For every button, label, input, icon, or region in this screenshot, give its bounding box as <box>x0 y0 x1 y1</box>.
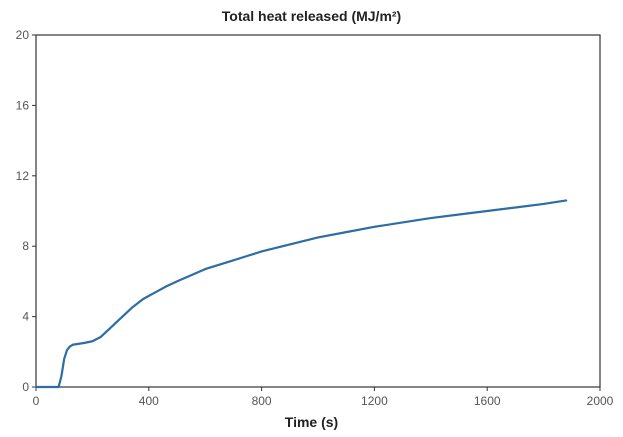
x-axis-title: Time (s) <box>284 414 339 430</box>
data-point <box>260 250 263 253</box>
x-tick-label: 2000 <box>587 394 614 408</box>
data-point <box>542 203 545 205</box>
data-point <box>77 342 80 345</box>
data-point <box>99 335 102 338</box>
data-point <box>176 280 178 283</box>
data-point <box>458 213 460 216</box>
data-point <box>66 349 68 351</box>
y-tick-label: 4 <box>22 310 29 324</box>
data-point <box>218 263 221 266</box>
data-point <box>232 259 235 262</box>
data-point <box>565 199 568 202</box>
x-tick-label: 1600 <box>474 394 501 408</box>
data-point <box>274 247 277 249</box>
y-tick-label: 8 <box>22 239 29 253</box>
data-point <box>68 345 71 348</box>
y-tick-label: 12 <box>16 169 30 183</box>
data-point <box>83 342 85 344</box>
chart-title: Total heat released (MJ/m²) <box>221 8 402 24</box>
series-layer <box>34 199 568 389</box>
axes-layer <box>35 34 601 388</box>
data-point <box>63 357 66 360</box>
data-point <box>514 206 517 209</box>
series-line-0 <box>34 199 568 389</box>
data-point <box>130 306 133 309</box>
data-point <box>345 231 348 234</box>
data-point <box>401 221 404 224</box>
data-point <box>91 340 94 343</box>
y-tick-label: 16 <box>16 98 30 112</box>
data-point <box>153 291 156 294</box>
data-point <box>57 386 60 388</box>
plot-frame <box>35 34 601 388</box>
data-point <box>429 217 432 219</box>
data-point <box>71 343 74 346</box>
data-point <box>303 240 305 242</box>
data-point <box>373 225 376 228</box>
data-point <box>142 298 145 300</box>
ticks-layer: 0 400 800 1200 1600 2000 0 4 8 12 16 20 <box>16 28 614 408</box>
y-tick-label: 20 <box>16 28 30 42</box>
data-point <box>119 317 122 320</box>
data-point <box>204 268 207 270</box>
data-point <box>108 328 111 330</box>
data-point <box>164 285 167 288</box>
x-tick-label: 800 <box>252 394 272 408</box>
data-point <box>60 375 63 378</box>
x-tick-label: 400 <box>139 394 159 408</box>
data-point <box>486 210 489 212</box>
data-point <box>35 386 37 388</box>
x-tick-label: 1200 <box>361 394 388 408</box>
data-point <box>246 254 249 257</box>
data-point <box>190 274 193 277</box>
data-point <box>288 243 291 246</box>
x-tick-label: 0 <box>33 394 40 408</box>
data-point <box>317 236 319 239</box>
y-tick-label: 0 <box>22 380 29 394</box>
